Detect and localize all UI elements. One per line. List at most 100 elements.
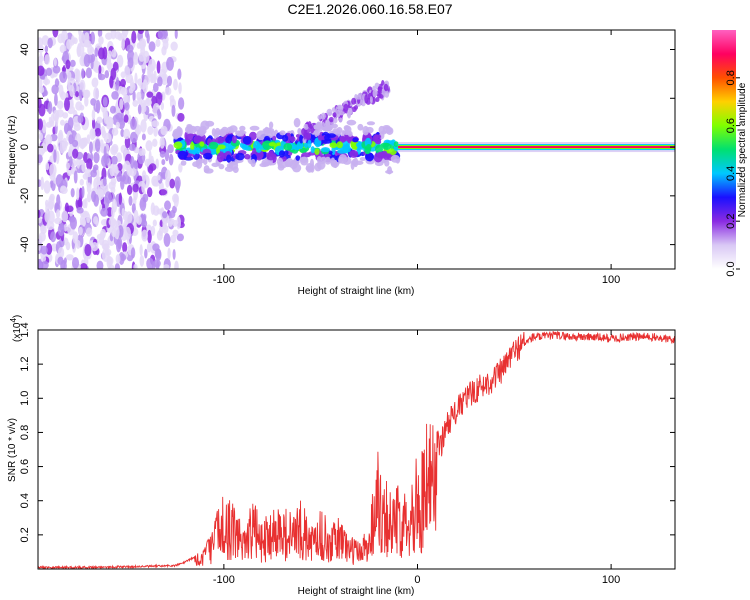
noise-blob <box>38 231 46 242</box>
noise-blob <box>38 216 42 224</box>
noise-blob <box>169 209 176 219</box>
noise-blob <box>110 67 117 81</box>
band-blob <box>301 152 311 158</box>
noise-blob <box>53 149 57 163</box>
noise-blob <box>120 128 125 138</box>
noise-blob <box>59 186 68 195</box>
noise-blob <box>94 127 102 137</box>
colorbar: 0.0 0.2 0.4 0.6 0.8 Normalized spectral ampl… <box>712 30 748 277</box>
band-blob <box>380 142 390 148</box>
band-blob <box>218 130 227 137</box>
noise-blob <box>167 247 171 260</box>
spectrogram-y-label: Frequency (Hz) <box>7 116 18 185</box>
noise-blob <box>76 206 84 214</box>
band-blob <box>264 127 275 134</box>
noise-blob <box>107 256 114 266</box>
drift-blob <box>349 107 353 114</box>
noise-blob <box>175 180 180 194</box>
band-blob <box>283 150 289 156</box>
noise-blob <box>141 148 146 156</box>
noise-blob <box>38 118 43 131</box>
noise-blob <box>156 109 161 116</box>
noise-blob <box>133 53 139 65</box>
band-blob <box>309 163 315 173</box>
noise-blob <box>69 59 76 68</box>
noise-blob <box>111 48 117 58</box>
noise-blob <box>118 192 123 206</box>
noise-blob <box>172 249 176 260</box>
noise-blob <box>172 229 179 237</box>
noise-blob <box>132 99 139 107</box>
noise-blob <box>76 45 82 58</box>
snr-series-line <box>38 330 675 569</box>
noise-blob <box>54 92 58 106</box>
noise-blob <box>61 210 69 223</box>
noise-blob <box>148 58 156 72</box>
snr-scale-exponent: 4 <box>9 318 18 323</box>
noise-blob <box>152 138 158 147</box>
spectrogram-y-tick-label: 20 <box>19 92 31 104</box>
noise-blob <box>49 163 57 177</box>
noise-blob <box>56 109 64 118</box>
noise-blob <box>146 187 153 198</box>
noise-blob <box>61 140 69 147</box>
noise-blob <box>132 90 136 102</box>
drift-blob <box>351 97 357 105</box>
band-blob <box>218 163 225 170</box>
noise-blob <box>102 106 108 121</box>
noise-blob <box>124 109 130 116</box>
noise-blob <box>159 150 166 158</box>
noise-blob <box>100 207 108 217</box>
noise-blob <box>102 46 108 60</box>
noise-blob <box>59 71 68 83</box>
noise-blob <box>139 244 143 256</box>
noise-blob <box>152 219 157 227</box>
band-blob <box>261 159 271 167</box>
noise-blob <box>89 141 93 154</box>
band-blob <box>266 153 276 161</box>
band-blob <box>329 142 338 149</box>
noise-blob <box>47 143 54 153</box>
noise-blob <box>38 240 41 251</box>
drift-blob <box>343 103 349 112</box>
noise-blob <box>57 256 64 265</box>
noise-blob <box>167 144 174 154</box>
band-blob <box>322 139 332 144</box>
noise-blob <box>86 213 91 224</box>
noise-blob <box>121 36 125 51</box>
band-blob <box>381 130 387 135</box>
noise-blob <box>42 138 49 152</box>
noise-blob <box>84 168 93 178</box>
noise-blob <box>79 104 85 111</box>
noise-blob <box>80 262 88 269</box>
band-blob <box>310 146 315 154</box>
band-blob <box>342 145 348 153</box>
band-blob <box>357 123 364 131</box>
noise-blob <box>53 58 57 67</box>
noise-blob <box>146 242 152 253</box>
noise-blob <box>161 159 166 166</box>
noise-blob <box>146 257 154 269</box>
noise-blob <box>55 209 61 219</box>
snr-x-tick-label: -100 <box>213 574 235 586</box>
noise-blob <box>169 178 175 189</box>
drift-blob <box>353 105 359 110</box>
drift-blob <box>320 112 326 120</box>
snr-x-tick-label: 0 <box>414 574 420 586</box>
band-blob <box>203 168 214 174</box>
noise-blob <box>93 164 99 171</box>
noise-blob <box>166 56 174 71</box>
noise-blob <box>111 90 119 100</box>
noise-blob <box>108 217 117 227</box>
noise-blob <box>57 223 65 237</box>
noise-blob <box>120 253 127 262</box>
band-blob <box>299 134 304 144</box>
noise-blob <box>79 79 86 93</box>
noise-blob <box>137 104 142 115</box>
noise-blob <box>84 243 92 257</box>
spectrogram-x-tick-label: -100 <box>213 274 235 286</box>
drift-blob <box>356 94 362 100</box>
noise-blob <box>54 113 59 127</box>
noise-blob <box>64 97 70 112</box>
noise-blob <box>44 75 48 86</box>
